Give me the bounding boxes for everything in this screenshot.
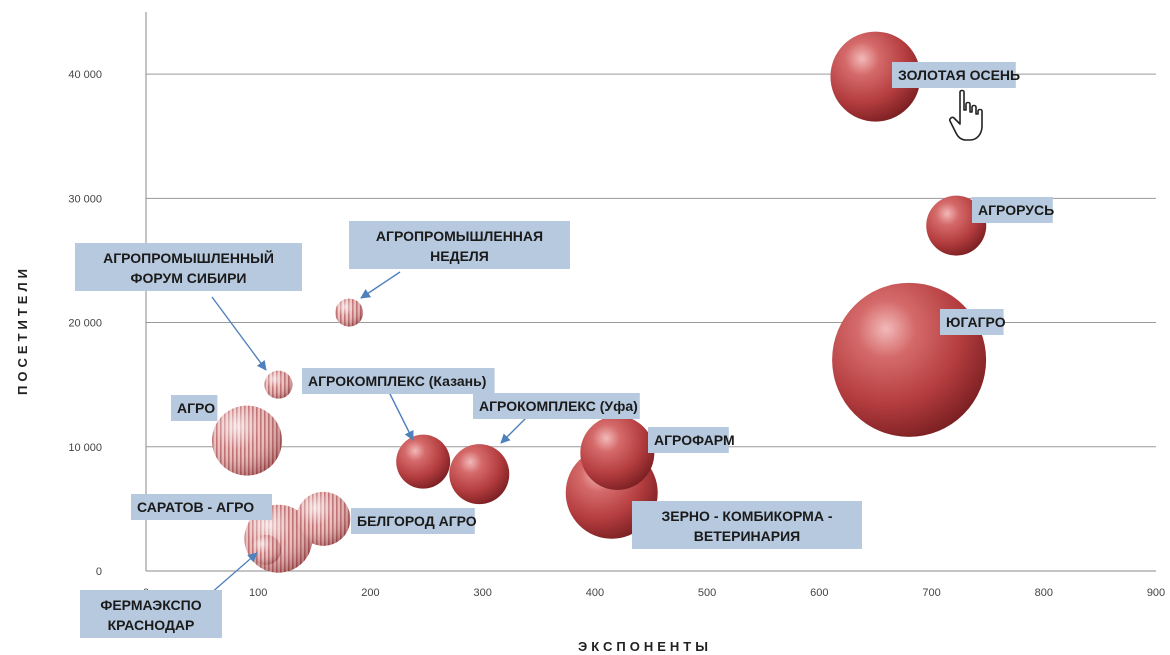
- label-line: ЗЕРНО - КОМБИКОРМА -: [661, 508, 832, 524]
- bubble-shading: [335, 298, 364, 327]
- label-background: [972, 197, 1053, 223]
- annotation-arrow: [211, 296, 267, 371]
- label-text: АГРОПРОМЫШЛЕННЫЙ ФОРУМ СИБИРИ: [103, 249, 274, 286]
- bubble-label: ЗЕРНО - КОМБИКОРМА - ВЕТЕРИНАРИЯ: [632, 501, 862, 549]
- x-tick-label: 200: [361, 587, 379, 599]
- label-background: [940, 309, 1004, 335]
- annotation-arrow: [388, 391, 414, 441]
- label-line: ВЕТЕРИНАРИЯ: [694, 528, 800, 544]
- bubble-shading: [264, 370, 293, 399]
- bubble-label: АГРОРУСЬ: [972, 197, 1054, 223]
- bubble: [830, 31, 921, 122]
- label-text: АГРОКОМПЛЕКС (Уфа): [479, 398, 638, 414]
- x-tick-label: 800: [1035, 587, 1053, 599]
- bubble-label: ФЕРМАЭКСПО КРАСНОДАР: [80, 590, 222, 638]
- label-text: АГРОПРОМЫШЛЕННАЯ НЕДЕЛЯ: [376, 228, 543, 264]
- y-tick-labels: 0 10 000 20 000 30 000 40 000: [68, 69, 102, 578]
- label-line: КРАСНОДАР: [108, 617, 195, 633]
- bubble-shading: [251, 534, 282, 565]
- bubble-label: ЮГАГРО: [940, 309, 1006, 335]
- annotation-arrow: [360, 271, 401, 299]
- x-tick-label: 500: [698, 587, 716, 599]
- x-tick-label: 400: [586, 587, 604, 599]
- label-text: ФЕРМАЭКСПО КРАСНОДАР: [100, 597, 201, 633]
- x-tick-label: 600: [810, 587, 828, 599]
- x-tick-label: 900: [1147, 587, 1165, 599]
- label-background: [171, 395, 218, 421]
- y-tick-label: 20 000: [68, 318, 102, 330]
- label-text: БЕЛГОРОД АГРО: [357, 513, 477, 529]
- bubble-labels: ЗОЛОТАЯ ОСЕНЬ АГРОРУСЬ ЮГАГРО АГРОПРОМЫШЛЕН…: [75, 62, 1054, 638]
- bubble-shading: [296, 491, 351, 546]
- bubble-label: АГРОКОМПЛЕКС (Уфа): [473, 393, 640, 419]
- bubble: [580, 415, 655, 490]
- label-text: АГРО: [177, 400, 215, 416]
- bubble: [449, 444, 510, 505]
- x-tick-label: 100: [249, 587, 267, 599]
- bubble-shading: [212, 405, 282, 476]
- label-text: ЮГАГРО: [946, 314, 1006, 330]
- bubble: [926, 195, 987, 256]
- label-background: [80, 590, 222, 638]
- label-text: ЗОЛОТАЯ ОСЕНЬ: [898, 67, 1020, 83]
- axes: [145, 12, 1156, 572]
- label-text: ЗЕРНО - КОМБИКОРМА - ВЕТЕРИНАРИЯ: [661, 508, 832, 544]
- label-background: [351, 508, 475, 534]
- bubble-label: АГРОПРОМЫШЛЕННАЯ НЕДЕЛЯ: [349, 221, 570, 269]
- bubble-label: АГРОПРОМЫШЛЕННЫЙ ФОРУМ СИБИРИ: [75, 243, 302, 291]
- label-background: [131, 494, 272, 520]
- label-background: [302, 368, 495, 394]
- y-tick-label: 40 000: [68, 69, 102, 81]
- y-tick-label: 30 000: [68, 193, 102, 205]
- label-line: АГРОПРОМЫШЛЕННАЯ: [376, 228, 543, 244]
- label-text: АГРОКОМПЛЕКС (Казань): [308, 373, 486, 389]
- x-tick-label: 700: [922, 587, 940, 599]
- bubble-label: БЕЛГОРОД АГРО: [351, 508, 477, 534]
- annotation-arrow: [500, 414, 530, 444]
- bubble: [396, 434, 451, 489]
- x-tick-label: 300: [473, 587, 491, 599]
- x-axis-title: ЭКСПОНЕНТЫ: [578, 639, 712, 654]
- label-background: [648, 427, 729, 453]
- y-axis-title: ПОСЕТИТЕЛИ: [15, 265, 30, 395]
- label-background: [632, 501, 862, 549]
- label-line: ФОРУМ СИБИРИ: [131, 270, 247, 286]
- label-text: АГРОФАРМ: [654, 432, 735, 448]
- label-background: [75, 243, 302, 291]
- bubble-label: АГРОФАРМ: [648, 427, 735, 453]
- label-background: [473, 393, 640, 419]
- label-background: [892, 62, 1016, 88]
- bubble: [832, 282, 987, 437]
- bubble-label: ЗОЛОТАЯ ОСЕНЬ: [892, 62, 1020, 88]
- hand-cursor-icon: [949, 89, 983, 141]
- y-tick-label: 0: [96, 566, 102, 578]
- label-line: АГРОПРОМЫШЛЕННЫЙ: [103, 249, 274, 266]
- label-text: САРАТОВ - АГРО: [137, 499, 254, 515]
- bubble-label: АГРО: [171, 395, 218, 421]
- y-tick-label: 10 000: [68, 442, 102, 454]
- label-text: АГРОРУСЬ: [978, 202, 1054, 218]
- bubble-label: САРАТОВ - АГРО: [131, 494, 272, 520]
- label-line: НЕДЕЛЯ: [430, 248, 489, 264]
- label-line: ФЕРМАЭКСПО: [100, 597, 201, 613]
- bubbles: [212, 31, 987, 573]
- bubble-label: АГРОКОМПЛЕКС (Казань): [302, 368, 495, 394]
- label-background: [349, 221, 570, 269]
